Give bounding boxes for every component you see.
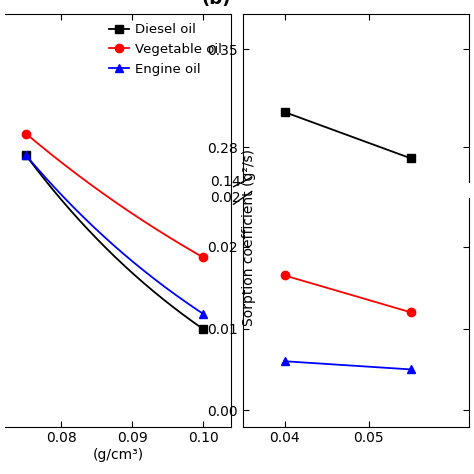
Legend: Diesel oil, Vegetable oil, Engine oil: Diesel oil, Vegetable oil, Engine oil — [106, 21, 225, 78]
Text: 0.14: 0.14 — [210, 175, 240, 189]
Text: Sorption coefficient (g²/s): Sorption coefficient (g²/s) — [242, 148, 256, 326]
Text: 0.02: 0.02 — [210, 191, 240, 205]
Text: (b): (b) — [202, 0, 231, 8]
X-axis label: (g/cm³): (g/cm³) — [92, 448, 144, 462]
